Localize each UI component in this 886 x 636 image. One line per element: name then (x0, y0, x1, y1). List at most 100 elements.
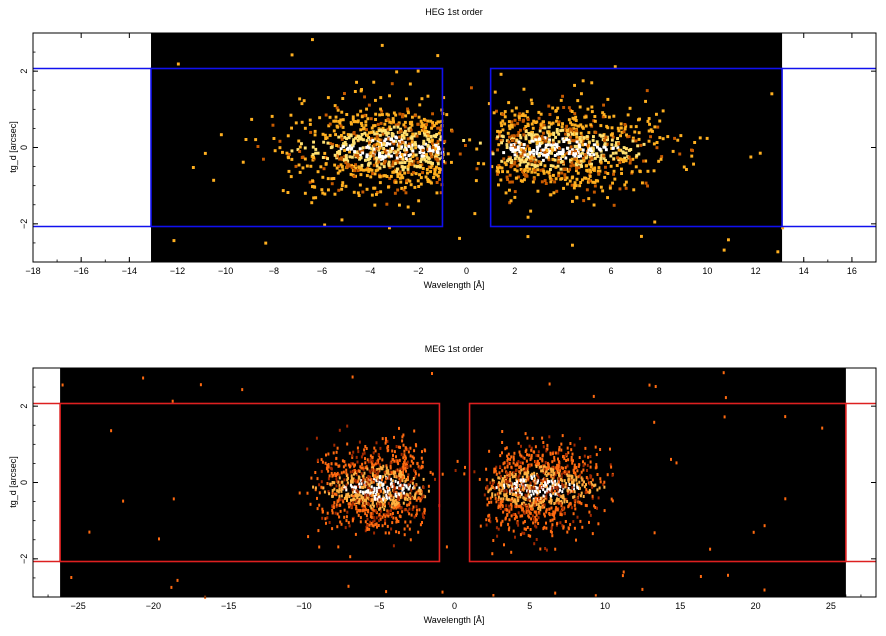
heg-event-pixel (565, 138, 569, 142)
heg-event-pixel (356, 154, 360, 158)
meg-event-pixel (518, 470, 521, 474)
meg-event-pixel (314, 488, 317, 492)
heg-event-pixel (358, 183, 362, 187)
meg-x-axis-label: Wavelength [Å] (424, 615, 485, 625)
heg-event-pixel (509, 199, 513, 203)
heg-event-pixel (273, 149, 277, 153)
meg-event-pixel (367, 489, 370, 493)
meg-event-pixel (529, 481, 532, 485)
heg-event-pixel (579, 123, 583, 127)
meg-event-pixel (418, 486, 421, 490)
meg-event-pixel (351, 480, 354, 484)
meg-event-pixel (537, 498, 540, 502)
heg-event-pixel (579, 162, 583, 166)
heg-event-pixel (555, 128, 559, 131)
meg-event-pixel (379, 509, 382, 513)
heg-event-pixel (510, 159, 514, 162)
heg-event-pixel (434, 143, 438, 147)
meg-event-pixel (610, 497, 613, 501)
meg-event-pixel (501, 430, 504, 433)
heg-event-pixel (370, 130, 373, 134)
meg-event-pixel (516, 480, 518, 484)
meg-event-pixel (360, 479, 363, 482)
meg-event-pixel (355, 499, 358, 503)
heg-event-pixel (561, 148, 565, 152)
meg-event-pixel (547, 465, 550, 469)
heg-event-pixel (781, 226, 785, 230)
heg-event-pixel (337, 119, 341, 123)
meg-event-pixel (525, 510, 528, 514)
heg-event-pixel (331, 142, 335, 146)
heg-event-pixel (569, 145, 573, 149)
meg-event-pixel (358, 497, 361, 501)
heg-event-pixel (563, 173, 567, 177)
meg-event-pixel (331, 481, 334, 484)
meg-event-pixel (543, 512, 546, 516)
meg-event-pixel (375, 522, 378, 526)
heg-event-pixel (411, 151, 415, 155)
meg-event-pixel (517, 511, 520, 515)
meg-event-pixel (527, 534, 530, 538)
heg-event-pixel (577, 155, 581, 158)
heg-event-pixel (348, 144, 352, 148)
heg-event-pixel (523, 168, 527, 172)
meg-event-pixel (519, 533, 522, 537)
heg-event-pixel (337, 188, 341, 192)
meg-event-pixel (532, 521, 535, 525)
meg-event-pixel (580, 502, 583, 506)
heg-event-pixel (412, 153, 416, 157)
heg-panel: HEG 1st order −18 −16 −14 −12 −10 −8 −6 −4 −2 0 2 4… (8, 7, 877, 290)
meg-event-pixel (241, 388, 244, 392)
meg-event-pixel (381, 505, 384, 509)
meg-event-pixel (538, 462, 540, 466)
heg-event-pixel (511, 180, 514, 184)
heg-event-pixel (572, 186, 576, 190)
meg-event-pixel (414, 472, 417, 476)
meg-event-pixel (555, 523, 558, 527)
meg-event-pixel (591, 483, 594, 487)
heg-event-pixel (653, 125, 657, 129)
meg-event-pixel (350, 493, 353, 497)
heg-event-pixel (391, 146, 394, 150)
meg-event-pixel (524, 498, 527, 501)
meg-event-pixel (368, 480, 371, 484)
heg-event-pixel (429, 165, 433, 169)
meg-event-pixel (337, 464, 340, 468)
heg-event-pixel (576, 145, 580, 148)
meg-event-pixel (513, 475, 516, 478)
meg-event-pixel (397, 520, 400, 523)
meg-event-pixel (386, 446, 389, 450)
heg-event-pixel (339, 124, 343, 128)
meg-event-pixel (314, 486, 317, 490)
meg-event-pixel (515, 469, 517, 473)
heg-event-pixel (420, 163, 424, 167)
meg-event-pixel (501, 499, 504, 503)
meg-event-pixel (406, 503, 409, 507)
heg-event-pixel (404, 129, 407, 133)
meg-event-pixel (367, 501, 370, 505)
meg-event-pixel (553, 502, 556, 505)
heg-event-pixel (502, 151, 506, 155)
meg-event-pixel (348, 451, 351, 455)
meg-event-pixel (399, 475, 402, 479)
heg-event-pixel (565, 151, 569, 155)
heg-event-pixel (395, 156, 399, 160)
meg-event-pixel (542, 445, 545, 449)
meg-event-pixel (500, 489, 503, 492)
heg-event-pixel (289, 175, 293, 179)
meg-event-pixel (519, 465, 522, 469)
meg-event-pixel (362, 474, 365, 478)
heg-event-pixel (422, 156, 426, 160)
heg-event-pixel (330, 177, 334, 181)
meg-event-pixel (522, 503, 525, 507)
meg-event-pixel (406, 493, 409, 497)
heg-event-pixel (426, 171, 429, 175)
heg-event-pixel (593, 119, 597, 123)
meg-event-pixel (404, 479, 407, 483)
heg-event-pixel (722, 248, 726, 252)
heg-event-pixel (620, 172, 623, 175)
heg-event-pixel (422, 131, 426, 135)
meg-event-pixel (489, 496, 492, 500)
meg-event-pixel (504, 516, 507, 520)
meg-event-pixel (315, 436, 318, 440)
